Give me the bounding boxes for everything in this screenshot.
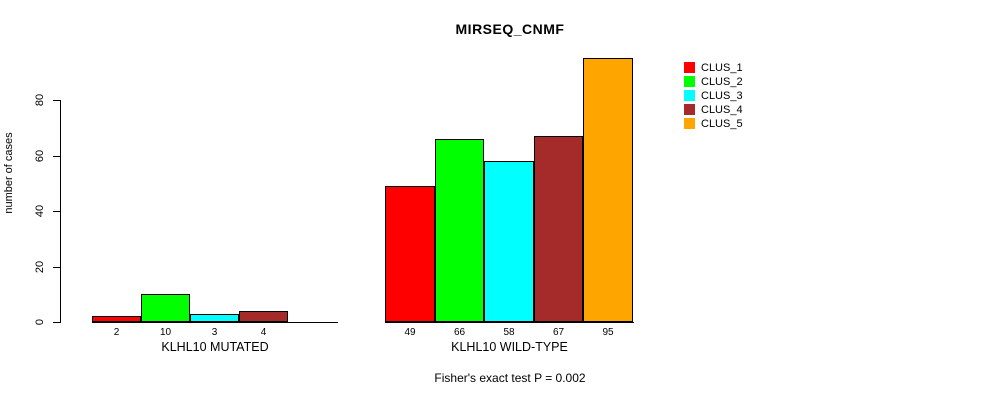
- bar-clus_4: [534, 136, 583, 322]
- bar-clus_2: [435, 139, 484, 322]
- legend-label: CLUS_1: [701, 62, 743, 74]
- caption-fishers-test: Fisher's exact test P = 0.002: [434, 371, 586, 385]
- x-axis-baseline: [92, 322, 338, 323]
- legend: CLUS_1 CLUS_2 CLUS_3 CLUS_4 CLUS_5: [684, 62, 804, 142]
- legend-swatch-icon: [684, 76, 695, 87]
- y-tick-label: 60: [34, 149, 46, 162]
- legend-label: CLUS_4: [701, 104, 743, 116]
- y-tick-mark: [53, 266, 60, 268]
- y-tick-mark: [53, 100, 60, 101]
- legend-item-clus_4: CLUS_4: [684, 104, 804, 116]
- legend-swatch-icon: [684, 118, 695, 129]
- legend-item-clus_1: CLUS_1: [684, 62, 804, 74]
- y-tick-label: 40: [34, 204, 46, 218]
- y-axis-line: [60, 100, 61, 323]
- bar-clus_1: [385, 186, 435, 322]
- bar-value-label: 3: [211, 327, 218, 338]
- legend-label: CLUS_5: [701, 118, 743, 130]
- legend-swatch-icon: [684, 62, 695, 73]
- bar-clus_2: [141, 294, 190, 322]
- bar-value-label: 66: [453, 327, 466, 338]
- bar-value-label: 58: [503, 327, 515, 338]
- bar-clus_4: [239, 311, 288, 322]
- y-tick-label: 80: [34, 93, 46, 107]
- bar-clus_1: [92, 316, 141, 322]
- legend-item-clus_3: CLUS_3: [684, 90, 804, 102]
- bar-clus_3: [190, 314, 239, 322]
- y-tick-mark: [53, 155, 60, 157]
- bar-value-label: 67: [552, 327, 565, 338]
- legend-item-clus_2: CLUS_2: [684, 76, 804, 88]
- bar-clus_5: [583, 58, 633, 322]
- y-axis-label: number of cases: [3, 132, 15, 214]
- bar-value-label: 49: [404, 327, 416, 338]
- x-axis-baseline: [385, 322, 634, 323]
- legend-label: CLUS_2: [701, 76, 743, 88]
- bar-clus_3: [484, 161, 534, 322]
- bar-value-label: 2: [113, 327, 120, 338]
- y-tick-label: 20: [34, 260, 46, 273]
- legend-swatch-icon: [684, 104, 695, 115]
- bar-value-label: 4: [260, 327, 267, 338]
- bar-value-label: 10: [159, 327, 172, 338]
- bar-value-label: 95: [602, 327, 614, 338]
- group-label-wild-type: KLHL10 WILD-TYPE: [451, 340, 568, 354]
- y-tick-mark: [53, 322, 60, 323]
- legend-swatch-icon: [684, 90, 695, 101]
- chart-title: MIRSEQ_CNMF: [455, 21, 565, 37]
- y-tick-mark: [53, 211, 60, 212]
- group-label-mutated: KLHL10 MUTATED: [161, 340, 269, 354]
- legend-label: CLUS_3: [701, 90, 743, 102]
- legend-item-clus_5: CLUS_5: [684, 118, 804, 130]
- y-tick-label: 0: [34, 318, 46, 326]
